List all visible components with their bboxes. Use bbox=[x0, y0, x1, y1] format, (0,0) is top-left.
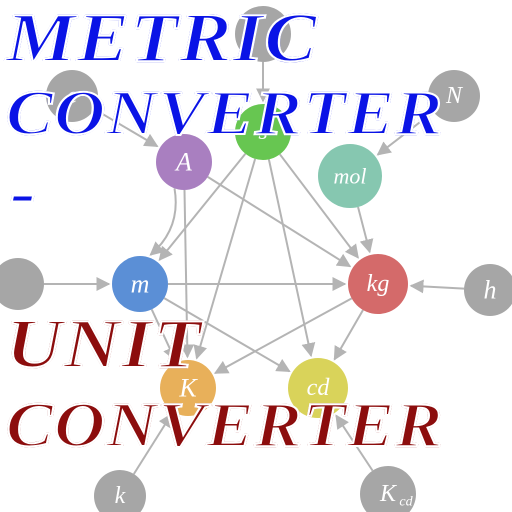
graph-node-label-s: s bbox=[258, 119, 267, 145]
graph-node-label-mol: mol bbox=[334, 164, 367, 189]
graph-node-label-K: K bbox=[178, 374, 198, 403]
graph-node-label-br: K bbox=[379, 481, 398, 507]
graph-node-label-kg: kg bbox=[367, 271, 390, 297]
graph-edge bbox=[411, 286, 464, 289]
graph-edge bbox=[94, 109, 157, 146]
graph-node-label-brsub: cd bbox=[399, 495, 413, 510]
graph-node-label-A: A bbox=[174, 148, 192, 177]
graph-edge bbox=[334, 310, 363, 359]
graph-node-leftg bbox=[0, 258, 44, 310]
graph-edge bbox=[358, 207, 370, 252]
graph-edge bbox=[152, 309, 175, 359]
graph-edge bbox=[336, 416, 372, 471]
graph-edge bbox=[184, 190, 187, 357]
graph-edge bbox=[164, 298, 289, 371]
graph-edge bbox=[269, 159, 311, 355]
graph-node-label-h: h bbox=[484, 276, 497, 305]
graph-node-label-bl: k bbox=[115, 483, 126, 509]
si-units-graph: e Ns Amol m kg h Kcd k Kcd bbox=[0, 0, 512, 512]
graph-edge bbox=[134, 414, 172, 474]
graph-edge bbox=[378, 112, 434, 155]
graph-node-label-m: m bbox=[131, 270, 150, 299]
graph-node-label-N: N bbox=[445, 83, 464, 109]
graph-node-label-cd: cd bbox=[307, 375, 331, 401]
graph-node-top bbox=[235, 6, 291, 62]
graph-node-label-e: e bbox=[67, 83, 78, 109]
